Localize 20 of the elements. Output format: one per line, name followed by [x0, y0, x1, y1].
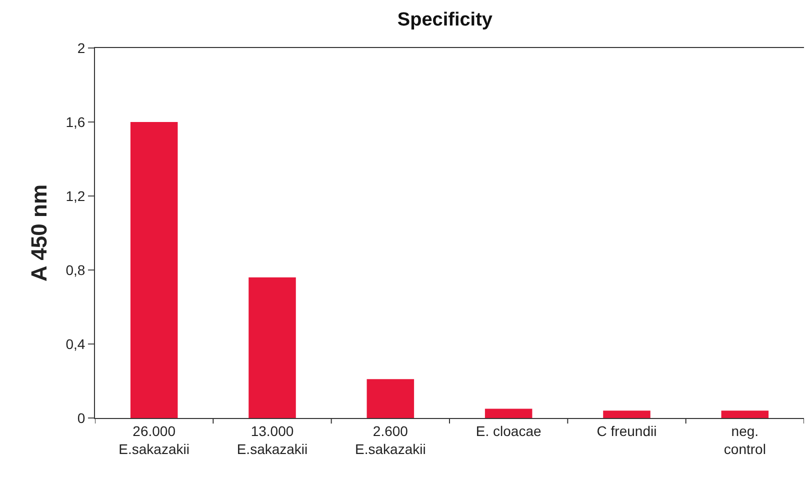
y-tick-label: 2: [77, 40, 86, 56]
y-tick-label: 0: [77, 410, 86, 426]
y-tick-label: 1,2: [66, 188, 86, 204]
bar: [603, 410, 650, 418]
x-tick-label: 13.000 E.sakazakii: [236, 422, 308, 457]
x-tick-label: E. cloacae: [476, 422, 542, 439]
y-axis-title: A 450 nm: [26, 184, 52, 282]
y-tick-label: 0,8: [66, 262, 86, 278]
y-tick-label: 0,4: [66, 336, 86, 352]
x-tick-label: 26.000 E.sakazakii: [118, 422, 190, 457]
x-tick-label: 2.600 E.sakazakii: [355, 422, 426, 457]
bar: [130, 122, 178, 418]
y-tick-label: 1,6: [66, 114, 86, 130]
bar: [366, 379, 414, 418]
bar: [248, 277, 296, 418]
bar: [721, 410, 769, 418]
chart-title: Specificity: [397, 10, 493, 30]
x-tick-label: C freundii: [596, 422, 657, 439]
bar: [484, 408, 532, 418]
x-tick-label: neg. control: [724, 422, 766, 457]
